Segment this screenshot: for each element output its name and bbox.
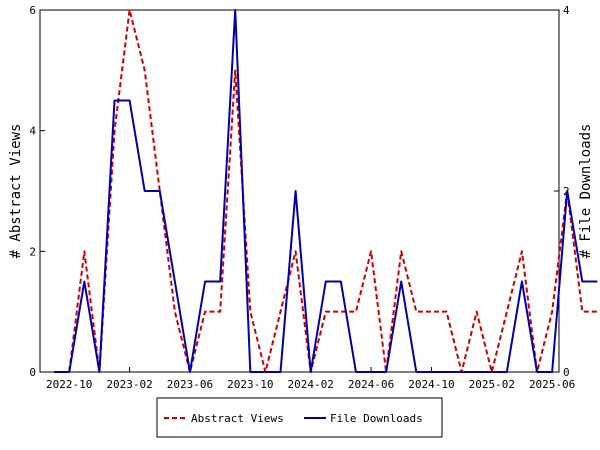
left-y-tick-label: 0 xyxy=(29,366,36,379)
x-tick-label: 2024-06 xyxy=(348,378,394,391)
legend-box xyxy=(156,397,443,438)
x-tick-label: 2023-10 xyxy=(227,378,273,391)
series-lines xyxy=(54,9,598,373)
right-y-tick-label: 4 xyxy=(563,4,570,17)
x-ticks: 2022-10 2023-02 2023-06 2023-10 2024-02 2024-… xyxy=(46,367,575,391)
x-tick-label: 2023-06 xyxy=(167,378,213,391)
x-tick-label: 2025-02 xyxy=(469,378,515,391)
right-axis-title: # File Downloads xyxy=(578,124,594,259)
left-y-tick-label: 6 xyxy=(29,4,36,17)
series-line-file-downloads xyxy=(54,9,598,373)
x-tick-label: 2024-10 xyxy=(408,378,454,391)
right-y-tick-label: 0 xyxy=(563,366,570,379)
series-line-abstract-views xyxy=(54,9,598,373)
plot-frame xyxy=(39,9,560,373)
x-tick-label: 2024-02 xyxy=(288,378,334,391)
left-axis-title: # Abstract Views xyxy=(8,124,24,259)
left-y-ticks: 0 2 4 6 xyxy=(29,4,45,379)
left-y-tick-label: 4 xyxy=(29,125,36,138)
legend-label-file-downloads: File Downloads xyxy=(330,412,423,425)
x-tick-label: 2022-10 xyxy=(46,378,92,391)
x-tick-label: 2025-06 xyxy=(529,378,575,391)
left-y-tick-label: 2 xyxy=(29,245,36,258)
x-tick-label: 2023-02 xyxy=(106,378,152,391)
legend: Abstract Views File Downloads xyxy=(156,397,443,438)
legend-label-abstract-views: Abstract Views xyxy=(191,412,284,425)
